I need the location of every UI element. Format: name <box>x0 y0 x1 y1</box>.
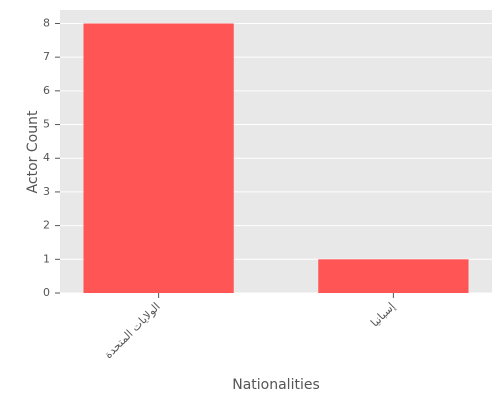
y-tick-label: 8 <box>43 16 50 29</box>
x-axis-title: Nationalities <box>232 377 320 393</box>
y-tick-label: 7 <box>43 50 50 63</box>
bar <box>83 23 234 293</box>
x-tick-label: الولايات المتحدة <box>102 300 163 361</box>
bar <box>318 259 469 293</box>
y-tick-label: 4 <box>43 151 50 164</box>
x-tick-label: إسبانيا <box>368 300 397 329</box>
y-axis-title: Actor Count <box>25 110 41 193</box>
y-tick-label: 3 <box>43 185 50 198</box>
y-tick-label: 5 <box>43 118 50 131</box>
y-tick-label: 6 <box>43 84 50 97</box>
y-tick-label: 2 <box>43 219 50 232</box>
y-tick-label: 1 <box>43 252 50 265</box>
y-tick-label: 0 <box>43 286 50 299</box>
marks <box>83 23 469 293</box>
